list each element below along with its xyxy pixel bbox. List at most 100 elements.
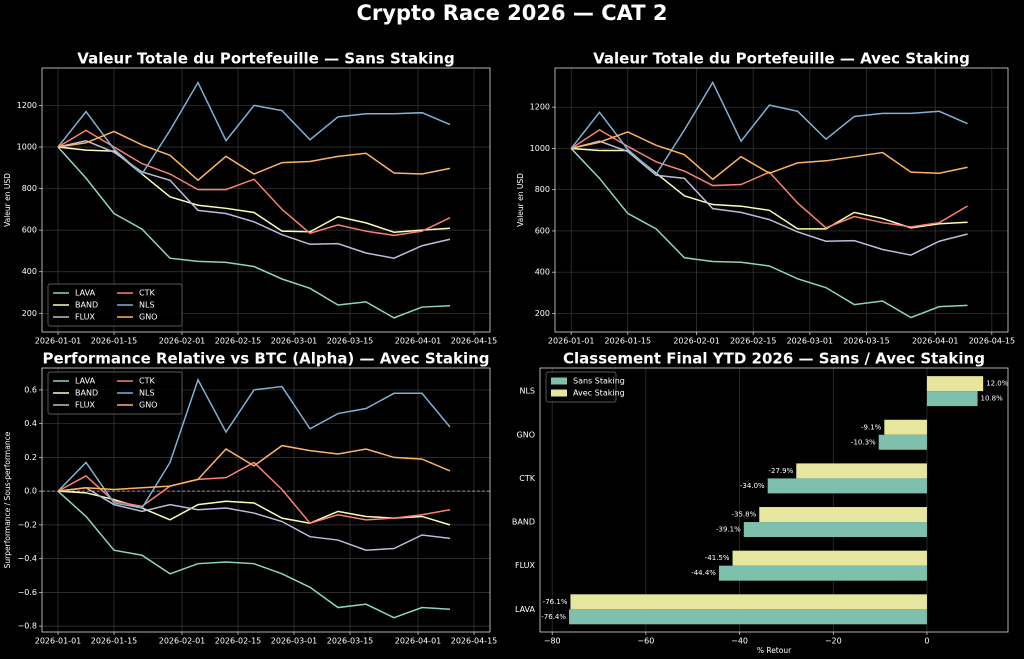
y-tick-label: 800 [22,184,37,193]
value-label: 10.8% [981,395,1004,403]
bar [926,391,978,407]
bar [759,507,927,523]
bar [570,594,927,610]
x-tick-label: 2026-04-15 [451,337,498,346]
chart-title: Classement Final YTD 2026 — Sans / Avec … [563,350,985,368]
x-tick-label: −40 [731,637,748,646]
value-label: 12.0% [986,380,1009,388]
x-tick-label: 2026-02-15 [215,337,262,346]
y-tick-label: −0.2 [18,520,37,529]
series-line [57,486,451,551]
y-axis-label: Surperformance / Sous-performance [3,431,12,568]
chart-title: Valeur Totale du Portefeuille — Avec Sta… [593,50,970,68]
value-label: -41.5% [705,554,730,562]
series-line [570,80,968,176]
bar [718,565,927,581]
y-tick-label: CTK [519,474,535,483]
bar [926,376,984,392]
bar [569,609,927,625]
x-tick-label: 2026-02-01 [159,637,206,646]
legend-label: BAND [75,301,98,310]
value-label: -44.4% [691,569,716,577]
legend-label: GNO [139,401,157,410]
bar [796,463,927,479]
y-tick-label: 1200 [17,101,37,110]
y-tick-label: 400 [535,268,550,277]
series-line [57,139,451,259]
x-tick-label: 2026-01-15 [605,337,652,346]
legend-label: Avec Staking [573,389,625,398]
legend-label: CTK [139,377,155,386]
legend-label: NLS [139,301,155,310]
legend: LAVA BAND FLUX CTK NLS GNO [47,283,183,327]
y-tick-label: FLUX [515,561,536,570]
x-tick-label: 0 [924,637,929,646]
series-line [57,490,451,526]
bar [732,550,927,566]
x-tick-label: 2026-01-15 [91,337,138,346]
value-label: -34.0% [740,482,765,490]
y-tick-label: 400 [22,267,37,276]
x-tick-label: 2026-02-15 [730,337,777,346]
value-label: -39.1% [716,526,741,534]
y-tick-label: 0.0 [24,487,37,496]
x-tick-label: −60 [637,637,654,646]
series-line [571,147,968,230]
y-tick-label: 1000 [17,142,37,151]
x-tick-label: 2026-03-15 [327,337,374,346]
series-line [57,129,451,237]
bar [884,419,927,435]
bar [878,434,927,450]
bar [743,522,927,538]
legend-label: LAVA [75,377,96,386]
x-tick-label: 2026-04-15 [451,637,498,646]
series-line [57,130,451,182]
x-tick-label: 2026-03-01 [787,337,834,346]
y-tick-label: 1000 [530,144,550,153]
legend-label: NLS [139,389,155,398]
y-tick-label: −0.4 [18,554,37,563]
legend-label: LAVA [75,289,96,298]
axes-frame [554,67,1009,333]
bar [767,478,927,494]
axes-frame [41,67,491,333]
x-tick-label: 2026-02-01 [159,337,206,346]
y-tick-label: 0.4 [24,419,37,428]
x-tick-label: 2026-01-01 [35,637,82,646]
chart-title: Valeur Totale du Portefeuille — Sans Sta… [77,50,454,68]
value-label: -76.4% [541,613,566,621]
legend-label: Sans Staking [573,377,625,386]
x-tick-label: 2026-01-15 [91,637,138,646]
legend-label: FLUX [75,313,96,322]
x-tick-label: 2026-04-15 [969,337,1016,346]
y-tick-label: 200 [535,309,550,318]
series-line [57,461,451,525]
value-label: -9.1% [861,423,882,431]
chart-title: Performance Relative vs BTC (Alpha) — Av… [42,350,489,368]
y-tick-label: −0.8 [18,622,37,631]
series-line [570,128,968,229]
series-line [57,80,451,176]
y-axis-label: Valeur en USD [3,173,12,227]
y-tick-label: 600 [535,226,550,235]
figure-title: Crypto Race 2026 — CAT 2 [357,1,668,25]
series-line [571,131,968,181]
x-tick-label: 2026-02-15 [215,637,262,646]
value-label: -35.8% [731,511,756,519]
y-axis-label: Valeur en USD [516,173,525,227]
legend-frame [47,371,183,415]
legend: LAVA BAND FLUX CTK NLS GNO [47,371,183,415]
value-label: -10.3% [851,438,876,446]
legend-label: BAND [75,389,98,398]
x-tick-label: 2026-03-01 [271,337,318,346]
y-tick-label: BAND [512,518,535,527]
x-tick-label: 2026-03-15 [843,337,890,346]
y-tick-label: 0.6 [24,385,37,394]
x-tick-label: 2026-03-01 [271,637,318,646]
value-label: -76.1% [543,598,568,606]
x-tick-label: 2026-04-01 [395,337,442,346]
y-tick-label: 0.2 [24,453,37,462]
y-tick-label: 600 [22,226,37,235]
